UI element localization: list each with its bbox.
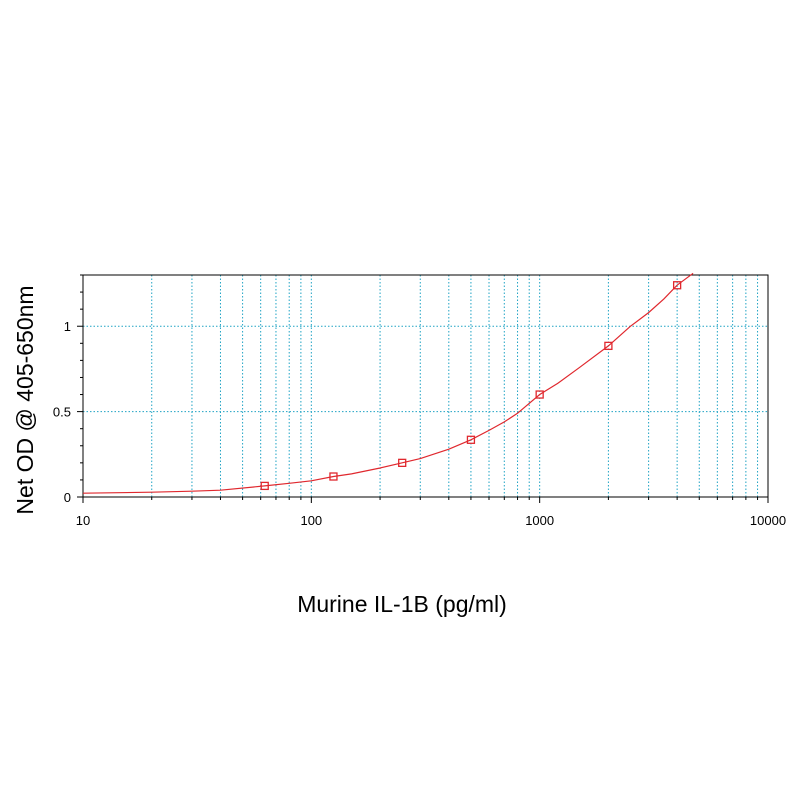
grid-layer	[83, 275, 768, 497]
curve-layer	[82, 272, 694, 494]
y-tick-label: 1	[64, 319, 71, 334]
x-tick-label: 10000	[750, 513, 786, 528]
data-point	[398, 458, 407, 467]
data-point	[604, 341, 613, 351]
plot-frame	[82, 274, 769, 498]
x-tick-label: 100	[300, 513, 322, 528]
data-point	[466, 435, 476, 444]
data-point	[672, 281, 682, 290]
point-layer	[260, 281, 682, 491]
y-axis-title: Net OD @ 405-650nm	[12, 285, 38, 514]
data-point	[329, 472, 338, 481]
y-tick-label: 0.5	[53, 405, 71, 420]
x-tick-label: 1000	[525, 513, 554, 528]
data-point	[535, 390, 544, 399]
data-point	[260, 481, 269, 491]
x-tick-label: 10	[76, 513, 90, 528]
y-tick-label: 0	[64, 490, 71, 505]
x-axis-title: Murine IL-1B (pg/ml)	[297, 591, 507, 617]
fit-curve-line	[82, 272, 694, 494]
tick-layer: 10 100 1000 10000 0 0.5 1	[53, 274, 786, 528]
